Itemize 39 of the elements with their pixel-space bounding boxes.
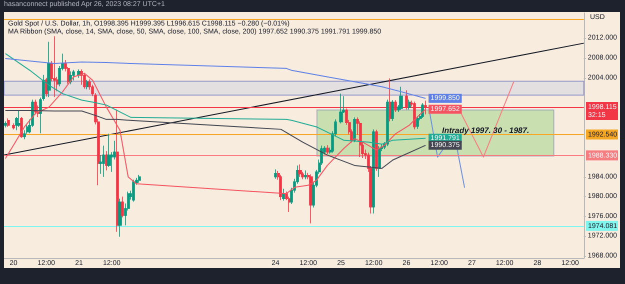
- candlestick: [359, 120, 362, 158]
- candlestick: [304, 170, 307, 180]
- candlestick: [326, 144, 329, 154]
- candlestick: [282, 188, 285, 201]
- line-series: [4, 110, 426, 169]
- candlestick: [83, 72, 86, 90]
- candlestick: [416, 116, 419, 130]
- annotation: Intrady 1997. 30 - 1987.: [442, 126, 530, 135]
- candlestick: [399, 86, 403, 110]
- candlestick: [7, 118, 10, 128]
- line-series: [4, 72, 426, 194]
- candlestick: [118, 198, 122, 238]
- candlestick: [274, 169, 277, 180]
- candlestick: [4, 120, 7, 128]
- candlestick: [102, 145, 105, 178]
- candlestick: [386, 99, 389, 147]
- candlestick: [391, 100, 394, 122]
- candlestick: [47, 41, 51, 98]
- candlestick: [53, 36, 56, 98]
- candlestick: [12, 122, 15, 130]
- candlestick: [408, 99, 411, 110]
- candlestick: [138, 174, 141, 184]
- candlestick: [339, 93, 343, 124]
- line-series: [4, 53, 426, 145]
- candlestick: [132, 179, 135, 202]
- candlestick: [353, 117, 356, 143]
- candlestick: [17, 110, 21, 128]
- candlestick: [375, 129, 378, 172]
- candlestick: [121, 196, 124, 218]
- candlestick: [389, 78, 392, 122]
- candlestick: [309, 174, 313, 224]
- candlestick: [105, 150, 108, 171]
- candlestick: [279, 174, 282, 200]
- line-series: [4, 58, 426, 99]
- candlestick: [378, 146, 381, 178]
- candlestick: [372, 128, 375, 214]
- candlestick: [394, 100, 397, 112]
- candlestick: [72, 70, 75, 81]
- candlestick: [298, 164, 302, 178]
